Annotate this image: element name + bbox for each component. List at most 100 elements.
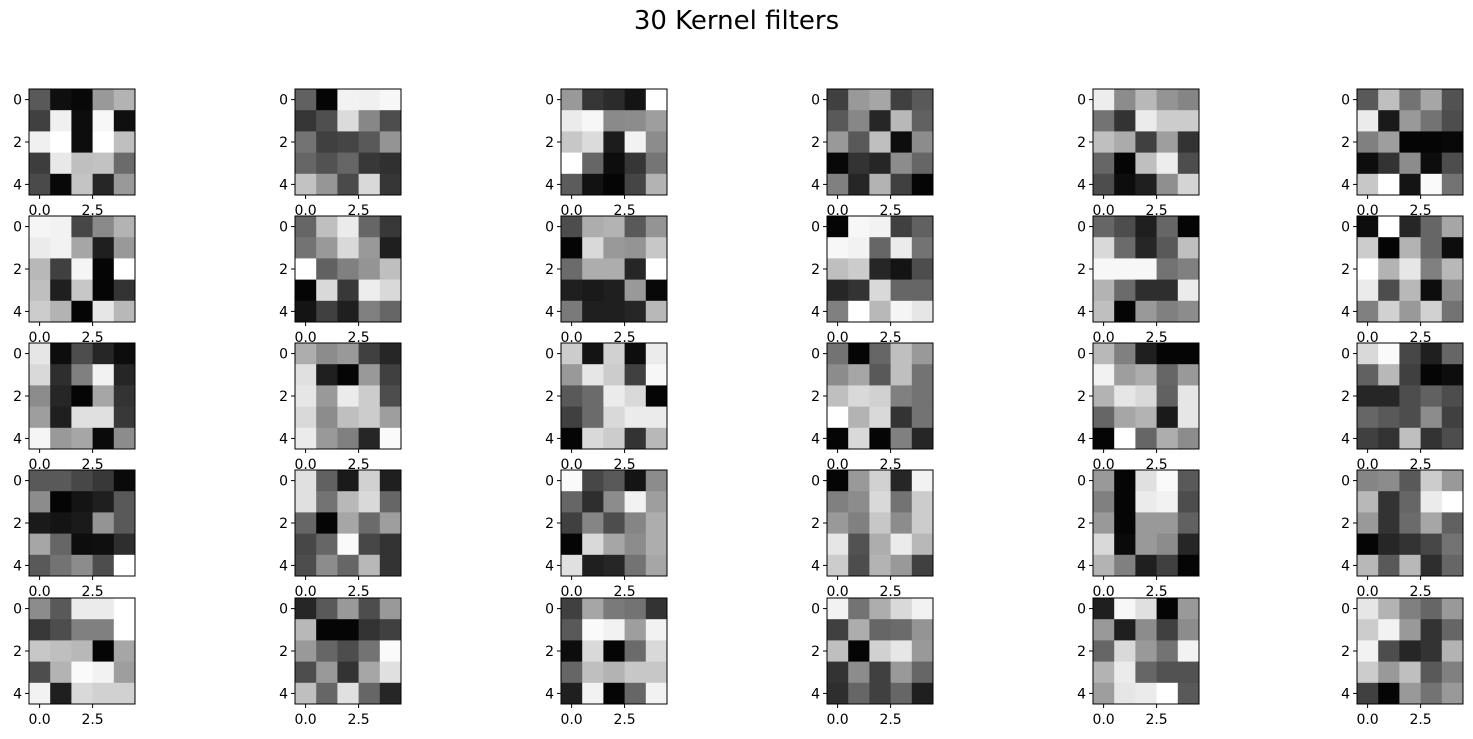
heatmap-cell — [358, 406, 381, 429]
kernel-subplot: 0 2 4 0.0 2.5 — [279, 597, 402, 728]
y-tick-label: 4 — [279, 304, 288, 320]
heatmap-cell — [848, 427, 870, 450]
x-tick-label: 2.5 — [1145, 203, 1167, 219]
heatmap-cell — [848, 619, 870, 641]
heatmap-cell — [561, 619, 583, 641]
heatmap-cell — [1114, 173, 1136, 196]
heatmap-cell — [1378, 258, 1400, 280]
heatmap-cell — [379, 661, 402, 684]
heatmap-cell — [113, 661, 136, 684]
heatmap-cell — [1156, 173, 1179, 196]
heatmap-cell — [1135, 385, 1157, 407]
y-tick-label: 2 — [279, 516, 288, 532]
heatmap-cell — [869, 173, 891, 196]
heatmap-cell — [582, 640, 604, 662]
y-tick-label: 4 — [1077, 558, 1086, 574]
x-tick-label: 0.0 — [294, 457, 316, 473]
heatmap-cell — [358, 216, 381, 238]
heatmap-cell — [645, 598, 668, 620]
y-tick-label: 4 — [13, 686, 22, 702]
heatmap-cell — [1441, 640, 1464, 662]
heatmap-cell — [869, 300, 891, 323]
y-tick-label: 2 — [279, 389, 288, 405]
heatmap-cell — [848, 237, 870, 259]
heatmap-cell — [50, 491, 72, 513]
heatmap-cell — [1378, 682, 1400, 705]
x-tick-label: 0.0 — [1356, 203, 1378, 219]
heatmap-cell — [29, 385, 51, 407]
heatmap-cell — [358, 427, 381, 450]
heatmap-cell — [316, 343, 338, 365]
heatmap-cell — [337, 258, 359, 280]
x-tick-label: 2.5 — [81, 712, 103, 728]
y-tick-label: 4 — [279, 558, 288, 574]
heatmap-cell — [29, 554, 51, 577]
heatmap-cell — [1378, 364, 1400, 386]
heatmap-cell — [337, 343, 359, 365]
heatmap-cell — [50, 512, 72, 534]
y-tick-label: 2 — [545, 262, 554, 278]
heatmap-cell — [358, 640, 381, 662]
heatmap-cell — [624, 682, 647, 705]
heatmap-cell — [1093, 364, 1115, 386]
heatmap-cell — [1156, 533, 1179, 556]
heatmap-cell — [1399, 173, 1421, 196]
heatmap-cell — [1156, 512, 1179, 534]
x-tick-label: 0.0 — [1356, 457, 1378, 473]
heatmap-cell — [1357, 470, 1379, 492]
heatmap-cell — [337, 279, 359, 302]
heatmap-cell — [92, 554, 115, 577]
heatmap-cell — [92, 258, 115, 280]
heatmap-cell — [1378, 512, 1400, 534]
x-tick-label: 2.5 — [81, 457, 103, 473]
heatmap-cell — [1156, 427, 1179, 450]
y-tick-label: 0 — [545, 220, 554, 236]
heatmap-cell — [1156, 619, 1179, 641]
heatmap-cell — [582, 216, 604, 238]
heatmap-cell — [848, 470, 870, 492]
y-tick-label: 2 — [279, 262, 288, 278]
heatmap-cell — [337, 300, 359, 323]
heatmap-cell — [337, 512, 359, 534]
heatmap-cell — [1093, 682, 1115, 705]
heatmap-cell — [1357, 364, 1379, 386]
heatmap-cell — [603, 237, 625, 259]
heatmap-cell — [1441, 661, 1464, 684]
heatmap-cell — [1114, 533, 1136, 556]
heatmap-cell — [113, 258, 136, 280]
kernel-subplot: 0 2 4 0.0 2.5 — [811, 88, 934, 219]
heatmap-cell — [624, 661, 647, 684]
heatmap-cell — [379, 89, 402, 111]
heatmap-cell — [645, 406, 668, 429]
heatmap-cell — [1378, 427, 1400, 450]
heatmap-cell — [582, 152, 604, 175]
heatmap-cell — [337, 682, 359, 705]
heatmap-cell — [869, 661, 891, 684]
heatmap-cell — [645, 216, 668, 238]
heatmap-cell — [71, 640, 93, 662]
heatmap-cell — [624, 173, 647, 196]
heatmap-cell — [890, 470, 913, 492]
x-tick-label: 2.5 — [1145, 457, 1167, 473]
heatmap-cell — [295, 152, 317, 175]
heatmap-cell — [29, 512, 51, 534]
heatmap-cell — [645, 258, 668, 280]
heatmap-cell — [29, 131, 51, 153]
heatmap-cell — [624, 343, 647, 365]
heatmap-cell — [337, 554, 359, 577]
heatmap-cell — [582, 110, 604, 132]
heatmap-cell — [848, 89, 870, 111]
heatmap-cell — [71, 533, 93, 556]
heatmap-cell — [295, 661, 317, 684]
heatmap-cell — [1441, 131, 1464, 153]
heatmap-cell — [603, 300, 625, 323]
heatmap-cell — [603, 470, 625, 492]
heatmap-cell — [316, 216, 338, 238]
kernel-subplot: 0 2 4 0.0 2.5 — [279, 88, 402, 219]
y-tick-label: 2 — [811, 644, 820, 660]
kernel-subplot: 0 2 4 0.0 2.5 — [545, 597, 668, 728]
heatmap-cell — [358, 237, 381, 259]
heatmap-cell — [624, 512, 647, 534]
heatmap-cell — [561, 216, 583, 238]
heatmap-cell — [561, 89, 583, 111]
